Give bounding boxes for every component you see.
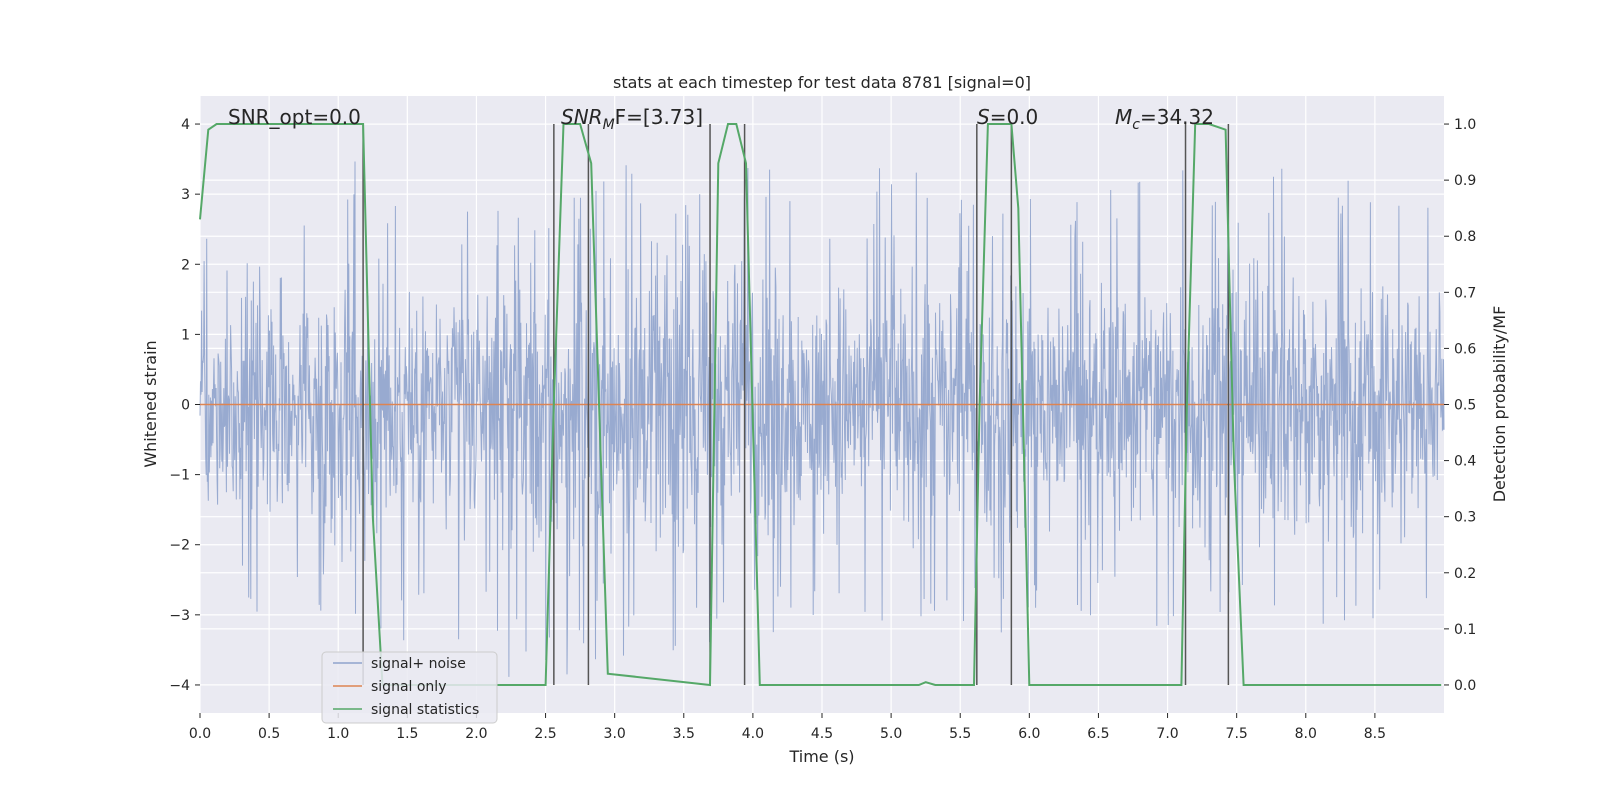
y-tick-label: −4 [169,678,190,694]
y-axis-label: Whitened strain [141,340,160,467]
x-tick-label: 1.5 [396,726,418,742]
x-tick-label: 6.0 [1018,726,1040,742]
y2-tick-label: 0.6 [1454,341,1476,357]
legend-label-signal-noise: signal+ noise [371,656,466,672]
legend: signal+ noise signal only signal statist… [321,651,498,724]
x-tick-label: 4.0 [742,726,764,742]
x-tick-label: 6.5 [1087,726,1109,742]
y2-tick-label: 0.8 [1454,229,1476,245]
x-tick-label: 3.0 [604,726,626,742]
y-tick-label: −2 [169,538,190,554]
annotation-snr-opt: SNR_opt=0.0 [228,105,361,129]
x-axis-label: Time (s) [788,747,854,766]
chart-title: stats at each timestep for test data 878… [613,73,1031,92]
annotation-snr-mf-sub: M [603,117,615,133]
annotation-mc: Mc=34.32 [1115,105,1214,133]
x-tick-label: 8.0 [1295,726,1317,742]
x-tick-label: 7.0 [1156,726,1178,742]
legend-label-signal-statistics: signal statistics [371,702,479,718]
annotation-snr-mf-rest: F=[3.73] [615,105,703,129]
signal-noise-line [199,161,1445,677]
signal-statistics-series [199,123,1442,687]
annotation-s-rest: =0.0 [990,105,1039,129]
x-axis-ticks: 0.0 0.5 1.0 1.5 2.0 2.5 3.0 3.5 4.0 4.5 5.0 5.5 6.0 6… [189,713,1386,742]
signal-statistics-line [199,123,1442,687]
legend-label-signal-only: signal only [371,679,446,695]
legend-box [321,651,498,724]
annotation-mc-rest: =34.32 [1140,105,1214,129]
y2-tick-label: 0.0 [1454,678,1476,694]
y2-tick-label: 1.0 [1454,117,1476,133]
x-tick-label: 2.5 [534,726,556,742]
x-tick-label: 7.5 [1226,726,1248,742]
signal-noise-series [199,161,1445,677]
y-tick-label: 4 [181,117,190,133]
x-tick-label: 0.0 [189,726,211,742]
y2-tick-label: 0.4 [1454,454,1476,470]
y-axis-ticks: −4 −3 −2 −1 0 1 2 3 4 [169,117,200,694]
x-tick-label: 0.5 [258,726,280,742]
x-tick-label: 1.0 [327,726,349,742]
y2-tick-label: 0.3 [1454,510,1476,526]
y2-tick-label: 0.7 [1454,285,1476,301]
annotation-mc-sub: c [1132,117,1140,133]
y2-tick-label: 0.1 [1454,622,1476,638]
x-tick-label: 5.0 [880,726,902,742]
y-tick-label: 1 [181,327,190,343]
annotation-s: S=0.0 [977,105,1038,129]
y2-tick-label: 0.9 [1454,173,1476,189]
y-tick-label: 2 [181,257,190,273]
x-tick-label: 8.5 [1364,726,1386,742]
y-tick-label: 3 [181,187,190,203]
annotation-snr-mf-main: SNR [561,105,603,129]
y2-axis-label: Detection probability/MF [1490,306,1509,503]
x-tick-label: 2.0 [465,726,487,742]
annotations: SNR_opt=0.0 SNRMF=[3.73] S=0.0 Mc=34.32 [228,105,1214,133]
x-tick-label: 4.5 [811,726,833,742]
annotation-mc-main: M [1115,105,1132,129]
y-tick-label: −3 [169,608,190,624]
annotation-snr-mf: SNRMF=[3.73] [561,105,703,133]
y2-axis-ticks: 0.0 0.1 0.2 0.3 0.4 0.5 0.6 0.7 0.8 0.9 1.0 [1444,117,1476,694]
x-tick-label: 3.5 [673,726,695,742]
y2-tick-label: 0.5 [1454,398,1476,414]
annotation-s-main: S [977,105,990,129]
y-tick-label: −1 [169,468,190,484]
y-tick-label: 0 [181,398,190,414]
y2-tick-label: 0.2 [1454,566,1476,582]
x-tick-label: 5.5 [949,726,971,742]
